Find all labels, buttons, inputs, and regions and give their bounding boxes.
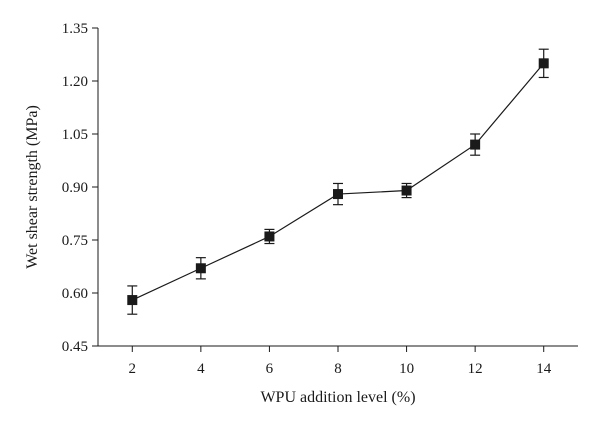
data-point-marker (333, 189, 343, 200)
x-tick-label: 4 (197, 361, 205, 377)
x-axis-title: WPU addition level (%) (260, 389, 415, 406)
y-axis-title: Wet shear strength (MPa) (24, 105, 41, 269)
x-tick-label: 10 (399, 361, 414, 377)
data-point-marker (538, 58, 549, 69)
y-tick-label: 0.60 (62, 286, 88, 302)
x-tick-label: 2 (129, 361, 137, 377)
y-tick-label: 0.75 (62, 233, 88, 249)
data-point-marker (470, 139, 481, 150)
y-tick-label: 0.45 (62, 339, 88, 355)
series (127, 48, 549, 315)
data-point-marker (264, 231, 275, 242)
series-line (132, 62, 545, 301)
ticks: 0.45 0.60 0.75 0.90 1.05 1.20 1.35 2 4 6 8 10 12 14 (62, 21, 552, 377)
data-point-marker (401, 185, 412, 196)
y-tick-label: 1.35 (62, 21, 88, 37)
data-point-marker (127, 295, 138, 306)
y-tick-label: 1.20 (62, 74, 88, 90)
y-tick-label: 0.90 (62, 180, 88, 196)
x-tick-label: 8 (334, 361, 342, 377)
x-tick-label: 6 (266, 361, 274, 377)
x-tick-label: 14 (536, 361, 552, 377)
y-tick-label: 1.05 (62, 127, 88, 143)
data-point-marker (195, 263, 206, 274)
x-tick-label: 12 (468, 361, 483, 377)
